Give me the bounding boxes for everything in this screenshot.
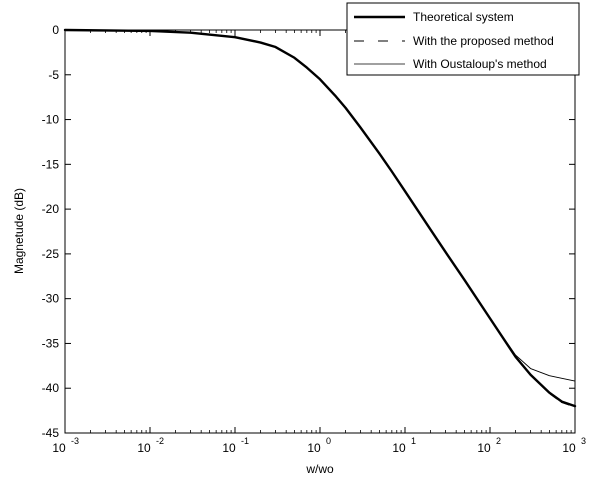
legend-label-oustaloup: With Oustaloup's method xyxy=(413,57,547,71)
x-tick-exponent: 2 xyxy=(496,436,501,446)
x-tick-label: 10 xyxy=(222,441,236,455)
y-tick-labels: 0 -5 -10 -15 -20 -25 -30 -35 -40 -45 xyxy=(42,23,60,440)
y-tick-label: -10 xyxy=(42,113,60,127)
x-tick-exponent: 3 xyxy=(581,436,586,446)
x-tick-label: 10 xyxy=(137,441,151,455)
x-tick-exponent: -1 xyxy=(241,436,249,446)
y-tick-label: -25 xyxy=(42,247,60,261)
y-tick-label: -30 xyxy=(42,292,60,306)
series-lines xyxy=(63,28,577,408)
legend-label-proposed: With the proposed method xyxy=(413,34,554,48)
y-tick-label: -20 xyxy=(42,202,60,216)
legend-label-theoretical: Theoretical system xyxy=(413,10,514,24)
y-tick-label: -5 xyxy=(48,68,59,82)
legend: Theoretical system With the proposed met… xyxy=(346,2,580,76)
x-tick-label: 10 xyxy=(392,441,406,455)
y-tick-label: -45 xyxy=(42,426,60,440)
x-tick-exponent: 0 xyxy=(326,436,331,446)
y-tick-label: -40 xyxy=(42,381,60,395)
legend-box xyxy=(346,2,580,76)
y-tick-label: 0 xyxy=(52,23,59,37)
x-tick-label: 10 xyxy=(477,441,491,455)
x-tick-exponent: -2 xyxy=(156,436,164,446)
x-tick-label: 10 xyxy=(307,441,321,455)
x-tick-label: 10 xyxy=(52,441,66,455)
x-axis-label: w/wo xyxy=(305,462,334,476)
plot-area xyxy=(64,29,576,434)
x-tick-exponent: 1 xyxy=(411,436,416,446)
y-tick-label: -15 xyxy=(42,157,60,171)
x-tick-exponent: -3 xyxy=(71,436,79,446)
y-tick-label: -35 xyxy=(42,336,60,350)
y-axis-label: Magnetude (dB) xyxy=(12,188,26,274)
x-tick-label: 10 xyxy=(562,441,576,455)
series-line-2 xyxy=(64,29,576,382)
x-tick-labels: 10 -3 10 -2 10 -1 10 0 10 1 10 2 10 3 xyxy=(52,436,586,455)
